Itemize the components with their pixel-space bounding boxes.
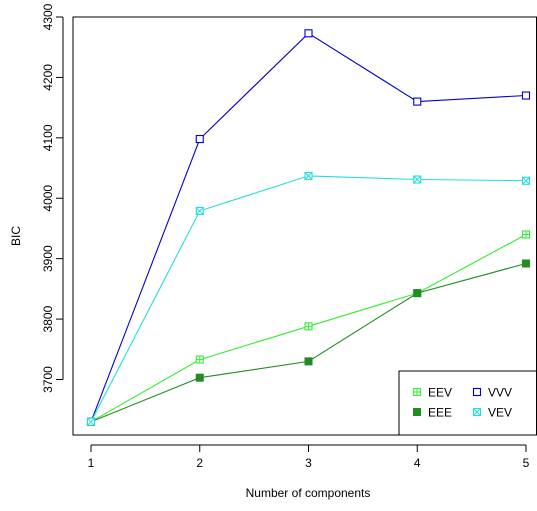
data-point-vvv (521, 91, 531, 100)
legend-box (398, 370, 537, 436)
y-tick-label: 4100 (41, 124, 55, 151)
series-vev (86, 171, 531, 426)
y-tick-label: 4300 (41, 3, 55, 30)
legend-label-eee: EEE (428, 406, 452, 420)
legend-marker-eev (412, 387, 422, 397)
data-point-vev (304, 171, 313, 180)
legend-item-vvv: VVV (472, 386, 512, 400)
y-axis-label: BIC (9, 226, 23, 246)
y-tick-label: 4000 (41, 185, 55, 212)
data-point-vev (86, 417, 96, 426)
x-tick-label: 1 (88, 456, 95, 470)
legend-marker-vev (472, 407, 482, 417)
data-point-vvv (195, 134, 204, 144)
data-point-vvv (304, 29, 313, 38)
data-point-eev (521, 230, 531, 239)
data-point-vev (413, 175, 422, 184)
data-point-eee (195, 373, 204, 382)
x-tick-label: 2 (196, 456, 203, 470)
axes-layer: 1 2 3 4 5 3700 3800 3900 4000 4100 4200 4300 (41, 3, 537, 470)
series-vvv (86, 29, 531, 426)
data-point-eee (304, 357, 313, 366)
y-tick-label: 4200 (41, 64, 55, 91)
data-point-eee (522, 259, 530, 268)
x-tick-label: 4 (414, 456, 421, 470)
x-tick-label: 5 (523, 456, 530, 470)
legend-marker-vvv (472, 387, 482, 397)
data-point-eee (413, 289, 422, 298)
x-axis-label: Number of components (246, 486, 371, 500)
legend: EEV EEE VVV VEV (398, 370, 537, 436)
y-tick-label: 3900 (41, 245, 55, 272)
legend-marker-eee (413, 408, 421, 416)
y-tick-label: 3800 (41, 305, 55, 332)
series-layer (86, 29, 531, 426)
legend-label-eev: EEV (428, 386, 452, 400)
y-tick-label: 3700 (41, 366, 55, 393)
data-point-eev (304, 322, 313, 331)
data-point-eev (195, 355, 204, 364)
data-point-vvv (413, 97, 422, 106)
legend-label-vev: VEV (488, 406, 512, 420)
legend-item-eev: EEV (412, 386, 452, 400)
legend-item-eee: EEE (413, 406, 452, 420)
data-point-vev (521, 176, 531, 185)
legend-label-vvv: VVV (488, 386, 512, 400)
x-tick-label: 3 (305, 456, 312, 470)
data-point-vev (195, 206, 204, 215)
legend-item-vev: VEV (472, 406, 512, 420)
